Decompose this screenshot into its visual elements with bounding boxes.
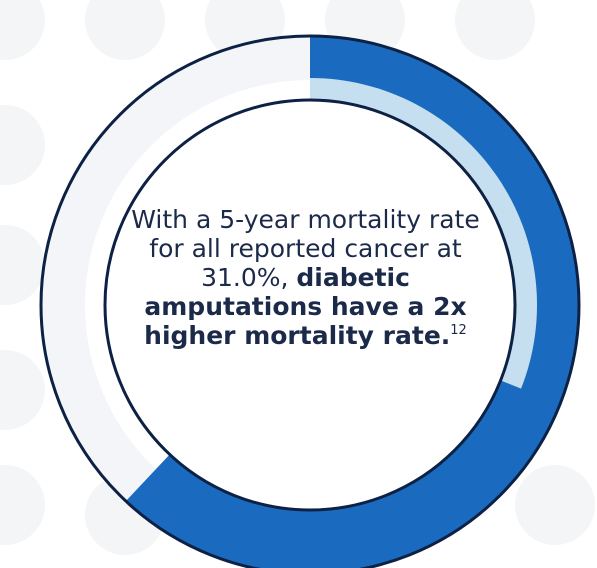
inner-outline — [103, 98, 517, 512]
background-dot — [515, 465, 595, 545]
background-dot — [0, 225, 45, 305]
segment-inner-arc — [310, 78, 537, 389]
background-dot — [455, 0, 535, 60]
background-dot — [0, 465, 45, 545]
background-dot — [0, 350, 45, 430]
caption-bold-text: diabetic amputations have a 2x higher mo… — [144, 263, 467, 350]
background-dot — [0, 105, 45, 185]
chart-caption: With a 5-year mortality rate for all rep… — [118, 205, 493, 350]
background-dot — [0, 0, 45, 60]
caption-regular-text: With a 5-year mortality rate for all rep… — [131, 205, 480, 292]
outer-outline — [39, 34, 581, 568]
footnote-marker: 12 — [450, 323, 467, 338]
chart-segments — [125, 36, 579, 568]
background-dot-pattern — [0, 0, 595, 555]
background-dot — [85, 0, 165, 60]
